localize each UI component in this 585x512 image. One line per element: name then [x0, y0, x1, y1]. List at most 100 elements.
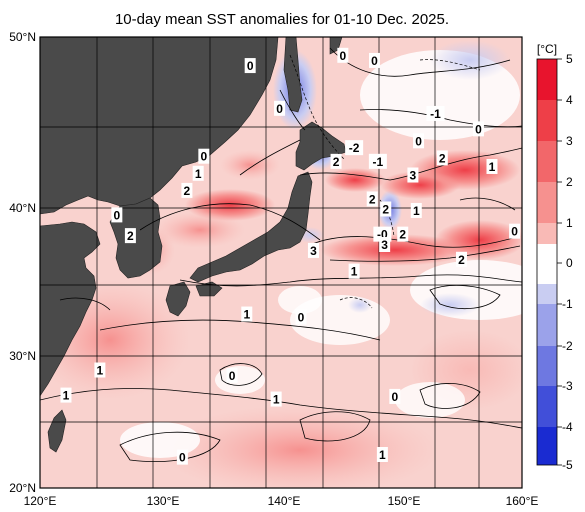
contour-label: 0 [371, 54, 378, 68]
contour-label: 1 [413, 204, 420, 218]
contour-label: 0 [201, 150, 208, 164]
colorbar-tick-m3: -3 [562, 379, 573, 393]
contour-label-bg [124, 228, 136, 244]
contour-label: 2 [382, 202, 389, 216]
sakhalin [283, 37, 303, 113]
colorbar-swatch-m4 [537, 386, 557, 427]
map-title: 10-day mean SST anomalies for 01-10 Dec.… [115, 11, 449, 28]
contour-label-bg [337, 47, 349, 63]
contour-label-bg [389, 388, 401, 404]
contour-label-bg [348, 263, 360, 279]
contour-label-bg [413, 133, 425, 149]
contour-label: 0 [229, 369, 236, 383]
contour-label: 1 [243, 308, 250, 322]
contour-label-bg [376, 447, 388, 462]
contour-label-bg [509, 223, 521, 239]
colorbar-swatch-1 [537, 223, 557, 244]
shikoku [195, 281, 223, 297]
contour-label-bg [270, 391, 282, 407]
contour-label-bg [111, 207, 123, 223]
contour-label-bg [295, 309, 307, 325]
contour-label: 0 [298, 311, 305, 325]
x-tick-140e: 140°E [268, 494, 301, 508]
x-axis: 120°E 130°E 140°E 150°E 160°E [24, 494, 539, 508]
contour-lines-dashed [289, 54, 481, 309]
colorbar-tick-m2: -2 [562, 339, 573, 353]
colorbar-ticks [557, 58, 562, 466]
y-tick-40n: 40°N [9, 201, 36, 215]
contour-label: -0 [377, 228, 388, 242]
contour-label-bg [455, 251, 467, 267]
colorbar-swatch-m5 [537, 427, 557, 465]
contour-label-bg [307, 242, 319, 258]
colorbar-tick-2: 2 [566, 175, 573, 189]
contour-label-bg [397, 226, 409, 242]
contour-label: -2 [349, 141, 360, 155]
contour-label: 0 [339, 49, 346, 63]
taiwan [47, 409, 67, 453]
colorbar-swatch-m3 [537, 346, 557, 386]
colorbar-tick-5: 5 [566, 52, 573, 66]
contour-label-bg [176, 449, 188, 465]
contour-label: 3 [410, 169, 417, 183]
land [40, 37, 347, 453]
x-tick-150e: 150°E [388, 494, 421, 508]
asia-mainland [40, 37, 279, 215]
contour-label-bg [226, 367, 238, 383]
colorbar-swatch-m1 [537, 284, 557, 304]
colorbar-swatch-2 [537, 182, 557, 223]
contour-label: 2 [184, 184, 191, 198]
contour-label: 1 [195, 167, 202, 181]
kyushu [165, 281, 191, 317]
contour-label: 2 [369, 192, 376, 206]
contour-label-bg [436, 150, 448, 166]
contour-label: 1 [351, 265, 358, 279]
contour-label-bg [60, 387, 72, 403]
contour-label-bg [192, 165, 204, 181]
contour-label-bg [330, 153, 342, 169]
contour-label: 0 [113, 208, 120, 222]
colorbar-swatch-5 [537, 59, 557, 100]
contour-label: 2 [399, 228, 406, 242]
contour-label-bg [274, 100, 286, 116]
contour-label-bg [94, 362, 106, 378]
hokkaido [295, 121, 347, 171]
contour-label: 0 [391, 390, 398, 404]
korea-peninsula [109, 197, 163, 279]
contour-label: 1 [273, 393, 280, 407]
contour-label-bg [368, 52, 380, 68]
gridlines [40, 37, 522, 488]
colorbar-tick-1: 1 [566, 216, 573, 230]
contour-label: 0 [415, 134, 422, 148]
contour-label: 0 [179, 451, 186, 465]
x-tick-130e: 130°E [147, 494, 180, 508]
contour-label: 0 [475, 122, 482, 136]
colorbar-tick-0: 0 [566, 256, 573, 270]
contour-lines [40, 47, 522, 462]
contour-label: 0 [511, 225, 518, 239]
y-tick-20n: 20°N [9, 481, 36, 495]
x-tick-120e: 120°E [24, 494, 57, 508]
x-tick-160e: 160°E [506, 494, 539, 508]
contour-label-bg [380, 201, 392, 217]
colorbar-swatch-m2 [537, 304, 557, 346]
colorbar: [°C] 5 4 3 2 1 0 -1 - [536, 42, 573, 472]
contour-label: 2 [333, 155, 340, 169]
y-axis: 50°N 40°N 30°N 20°N [9, 30, 36, 495]
contour-label-bg [486, 158, 498, 174]
contour-label-bg [410, 202, 422, 218]
contour-label-bg [407, 167, 419, 183]
contour-label-bg [345, 140, 364, 156]
contour-label: 0 [247, 59, 254, 73]
contour-label-bg [241, 306, 253, 322]
colorbar-tick-m1: -1 [562, 297, 573, 311]
contour-label: -1 [373, 155, 384, 169]
colorbar-tick-m4: -4 [562, 420, 573, 434]
contour-label-bg [244, 58, 256, 74]
contour-label-bg [368, 153, 387, 169]
contour-label: 2 [458, 253, 465, 267]
colorbar-swatch-0 [537, 244, 557, 284]
contour-label: 1 [97, 364, 104, 378]
